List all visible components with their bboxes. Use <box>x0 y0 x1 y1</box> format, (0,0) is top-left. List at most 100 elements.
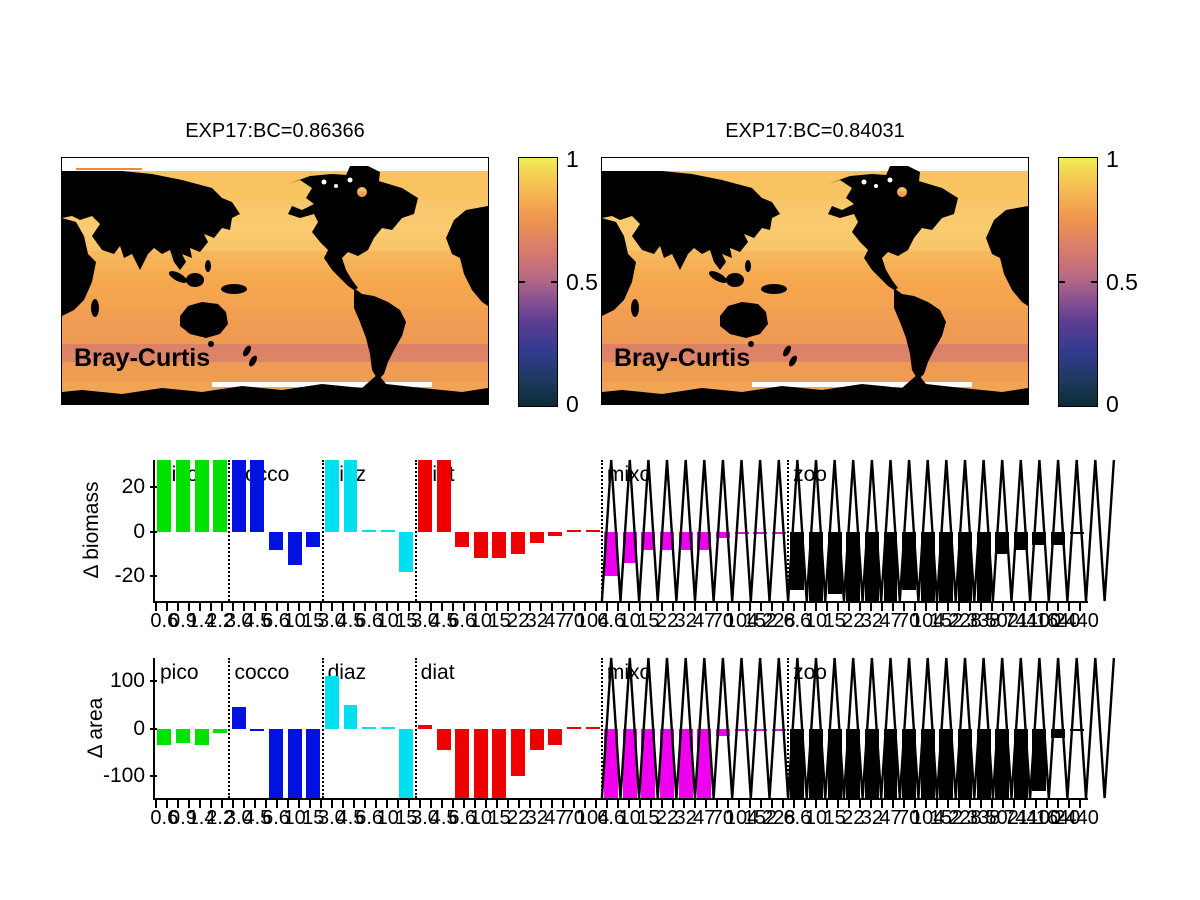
bar-zoo-502 <box>995 728 1010 798</box>
bar-mixo-6.6 <box>604 531 619 577</box>
x-tick-label: 4.5 <box>243 807 272 829</box>
y-tick-label: 20 <box>121 474 145 498</box>
bar-cocco-4.5 <box>250 460 265 532</box>
x-tick-label: 3.0 <box>224 610 253 632</box>
x-tick-label: 32 <box>860 610 883 632</box>
bar-diaz-15 <box>399 531 414 572</box>
bar-mixo-70 <box>715 728 730 736</box>
x-tick-label: 4.5 <box>243 610 272 632</box>
bar-diaz-15 <box>399 728 414 798</box>
bar-zoo-1640 <box>1051 531 1066 546</box>
x-tick-label: 32 <box>525 807 548 829</box>
world-map-2: Bray-Curtis <box>601 157 1029 405</box>
x-tick-label: 152 <box>743 807 777 829</box>
x-tick-label: 15 <box>823 610 846 632</box>
x-axis-line <box>153 601 1088 603</box>
bar-mixo-15 <box>641 728 656 798</box>
group-separator <box>600 460 603 601</box>
x-tick-label: 1640 <box>1035 807 1081 829</box>
x-axis-line <box>153 798 1088 800</box>
bar-diat-4.5 <box>436 460 451 532</box>
bar-diat-22 <box>511 728 526 776</box>
x-tick-label: 15 <box>488 807 511 829</box>
bar-zoo-6.6 <box>790 531 805 590</box>
bar-zoo-70 <box>902 531 917 590</box>
bar-mixo-10 <box>622 531 637 563</box>
bar-zoo-228 <box>957 728 972 798</box>
colorbar-1 <box>518 157 558 407</box>
bar-zoo-22 <box>846 531 861 601</box>
delta-area-ylabel: Δ area <box>84 697 107 759</box>
bar-zoo-502 <box>995 531 1010 554</box>
x-tick-label: 15 <box>395 610 418 632</box>
bar-pico-0.6 <box>157 728 172 746</box>
x-tick-label: 228 <box>762 610 796 632</box>
x-tick-label: 32 <box>525 610 548 632</box>
colorbar2-midtick-left <box>1059 281 1065 283</box>
y-tick-label: -20 <box>114 564 145 588</box>
x-tick-label: 3.0 <box>411 610 439 632</box>
x-tick-label: 15 <box>823 807 846 829</box>
x-tick-label: 10 <box>618 610 641 632</box>
x-tick-label: 1640 <box>1035 610 1081 632</box>
x-tick-label: 6.6 <box>448 807 477 829</box>
bar-diaz-6.6 <box>362 726 377 729</box>
x-tick-label: 6.6 <box>597 610 626 632</box>
x-tick-label: 22 <box>655 807 679 829</box>
y-tick-label: 100 <box>109 668 145 692</box>
x-tick-label: 2440 <box>1054 610 1099 632</box>
bar-mixo-104 <box>734 728 749 732</box>
bar-pico-2.2 <box>213 460 228 532</box>
bar-mixo-6.6 <box>604 728 619 798</box>
x-tick-label: 22 <box>842 807 865 829</box>
x-tick-label: 6.6 <box>355 807 384 829</box>
x-tick-label: 10 <box>283 610 306 632</box>
map1-braycurtis-label: Bray-Curtis <box>74 344 211 372</box>
group-label-diat: diat <box>420 661 455 684</box>
bar-diat-3.0 <box>418 724 432 729</box>
group-separator <box>321 658 324 798</box>
x-tick-label: 47 <box>544 610 567 632</box>
bar-diat-104 <box>585 529 600 532</box>
x-tick-label: 6.6 <box>783 610 812 632</box>
bar-diat-15 <box>492 531 507 559</box>
bar-zoo-15 <box>827 531 842 595</box>
x-tick-label: 104 <box>575 807 610 829</box>
x-tick-label: 744 <box>1004 807 1038 829</box>
x-tick-label: 15 <box>302 610 325 632</box>
map1-title: EXP17:BC=0.86366 <box>185 120 365 142</box>
x-tick-label: 502 <box>985 807 1019 829</box>
bar-diat-104 <box>585 726 600 729</box>
bar-mixo-32 <box>678 531 693 550</box>
y-tick-label: 0 <box>133 519 145 543</box>
x-tick-label: 3.0 <box>411 807 439 829</box>
bar-cocco-4.5 <box>250 728 265 731</box>
bar-zoo-70 <box>902 728 917 798</box>
bar-zoo-2440 <box>1069 531 1084 534</box>
x-tick-label: 47 <box>693 610 716 632</box>
x-tick-label: 152 <box>929 610 964 632</box>
bar-diaz-3.0 <box>324 676 339 729</box>
bar-zoo-47 <box>883 728 898 798</box>
x-tick-label: 22 <box>842 610 865 632</box>
colorbar1-tick-1: 1 <box>566 146 579 172</box>
x-tick-label: 104 <box>724 807 759 829</box>
x-tick-label: 4.5 <box>336 807 365 829</box>
x-tick-label: 152 <box>743 610 777 632</box>
bar-mixo-104 <box>734 531 749 534</box>
x-tick-label: 228 <box>948 610 982 632</box>
x-tick-label: 15 <box>302 807 325 829</box>
bar-diat-70 <box>566 529 581 532</box>
bar-zoo-228 <box>957 531 972 601</box>
bar-zoo-22 <box>846 728 861 798</box>
group-label-cocco: cocco <box>234 661 290 684</box>
bar-pico-0.9 <box>175 728 190 744</box>
bar-zoo-47 <box>883 531 898 601</box>
group-separator <box>787 460 790 601</box>
x-tick-label: 338 <box>966 807 1001 829</box>
x-tick-comb <box>155 603 1086 611</box>
colorbar2-tick-0: 0 <box>1106 391 1119 417</box>
x-tick-label: 22 <box>506 807 530 829</box>
group-separator <box>600 658 603 798</box>
bar-mixo-228 <box>771 728 786 731</box>
